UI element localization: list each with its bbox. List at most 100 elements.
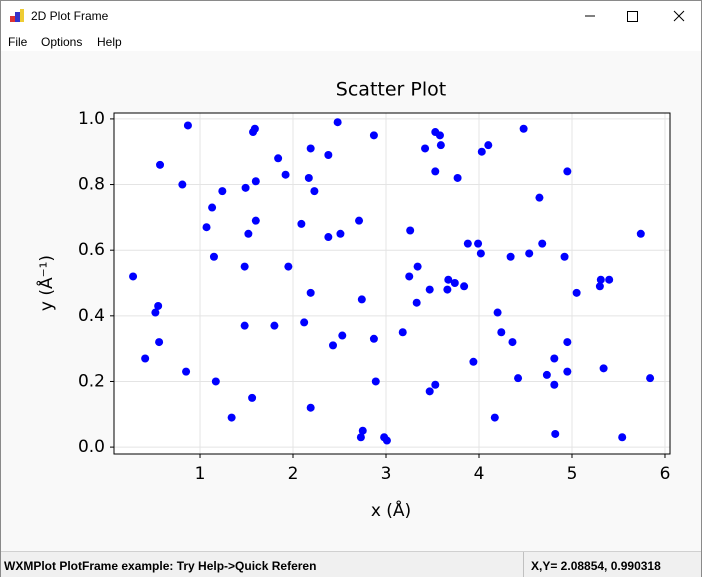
point <box>129 272 138 281</box>
point <box>490 413 499 422</box>
point <box>369 334 378 343</box>
point <box>460 282 469 291</box>
point <box>463 239 472 248</box>
point <box>431 380 440 389</box>
point <box>525 249 534 258</box>
point <box>338 331 347 340</box>
point <box>398 328 407 337</box>
point <box>514 374 523 383</box>
app-icon <box>10 9 24 22</box>
point <box>297 219 306 228</box>
point <box>508 338 517 347</box>
point <box>506 252 515 261</box>
point <box>444 275 453 284</box>
y-tick-label: 0.4 <box>78 306 105 326</box>
point <box>435 131 444 140</box>
point <box>310 187 319 196</box>
x-axis-label: x (Å) <box>371 499 411 521</box>
point <box>369 131 378 140</box>
point <box>202 223 211 232</box>
menu-item[interactable]: File <box>8 35 28 49</box>
point <box>300 318 309 327</box>
x-tick-label: 1 <box>195 464 206 484</box>
point <box>519 124 528 133</box>
point <box>227 413 236 422</box>
point <box>572 288 581 297</box>
point <box>251 216 260 225</box>
point <box>563 367 572 376</box>
point <box>413 262 422 271</box>
point <box>436 141 445 150</box>
point <box>560 252 569 261</box>
point <box>141 354 150 363</box>
y-tick-label: 0.6 <box>78 240 105 260</box>
point <box>183 121 192 130</box>
point <box>240 262 249 271</box>
point <box>324 151 333 160</box>
plot-area <box>114 113 670 454</box>
point <box>241 183 250 192</box>
point <box>284 262 293 271</box>
point <box>421 144 430 153</box>
y-tick-label: 0.2 <box>78 371 105 391</box>
point <box>596 275 605 284</box>
point <box>618 433 627 442</box>
y-axis-label: y (Å⁻¹) <box>35 255 57 311</box>
point <box>599 364 608 373</box>
point <box>477 147 486 156</box>
y-tick-label: 1.0 <box>78 109 105 129</box>
point <box>563 338 572 347</box>
point <box>406 226 415 235</box>
point <box>336 229 345 238</box>
point <box>550 354 559 363</box>
x-tick-label: 2 <box>288 464 299 484</box>
point <box>453 173 462 182</box>
point <box>182 367 191 376</box>
point <box>151 308 160 317</box>
x-tick-label: 3 <box>381 464 392 484</box>
point <box>248 393 257 402</box>
point <box>178 180 187 189</box>
chart-title: Scatter Plot <box>336 79 446 101</box>
status-bar: WXMPlot PlotFrame example: Try Help->Qui… <box>1 551 701 577</box>
menu-item[interactable]: Options <box>41 35 83 49</box>
point <box>274 154 283 163</box>
point <box>550 380 559 389</box>
point <box>156 160 165 169</box>
menu-item[interactable]: Help <box>97 35 122 49</box>
point <box>251 177 260 186</box>
point <box>154 301 163 310</box>
point <box>425 387 434 396</box>
point <box>328 341 337 350</box>
menu-bar: File Options Help <box>1 31 701 51</box>
point <box>270 321 279 330</box>
point <box>306 144 315 153</box>
point <box>382 436 391 445</box>
point <box>371 377 380 386</box>
window-controls[interactable] <box>561 1 701 31</box>
point <box>405 272 414 281</box>
point <box>244 229 253 238</box>
point <box>356 433 365 442</box>
point <box>304 173 313 182</box>
plot-frame <box>113 112 671 455</box>
point <box>250 124 259 133</box>
point <box>211 377 220 386</box>
point <box>324 233 333 242</box>
point <box>538 239 547 248</box>
point <box>425 285 434 294</box>
point <box>542 370 551 379</box>
point <box>355 216 364 225</box>
x-tick-label: 6 <box>660 464 671 484</box>
point <box>551 429 560 438</box>
point <box>357 295 366 304</box>
point <box>636 229 645 238</box>
point <box>474 239 483 248</box>
point <box>443 285 452 294</box>
x-tick-label: 5 <box>567 464 578 484</box>
point <box>431 167 440 176</box>
point <box>605 275 614 284</box>
point <box>281 170 290 179</box>
point <box>469 357 478 366</box>
point <box>412 298 421 307</box>
